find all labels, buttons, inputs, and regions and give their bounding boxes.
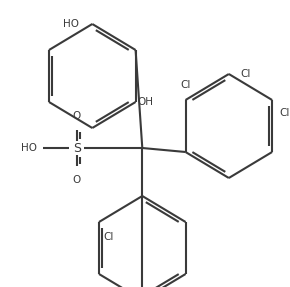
Text: Cl: Cl [280, 108, 290, 118]
Text: HO: HO [63, 19, 79, 29]
Text: OH: OH [137, 97, 153, 107]
Text: Cl: Cl [104, 232, 114, 242]
Text: S: S [73, 141, 81, 154]
Text: Cl: Cl [180, 80, 191, 90]
Text: HO: HO [21, 143, 37, 153]
Text: O: O [73, 175, 81, 185]
Text: Cl: Cl [240, 69, 251, 79]
Text: O: O [73, 111, 81, 121]
